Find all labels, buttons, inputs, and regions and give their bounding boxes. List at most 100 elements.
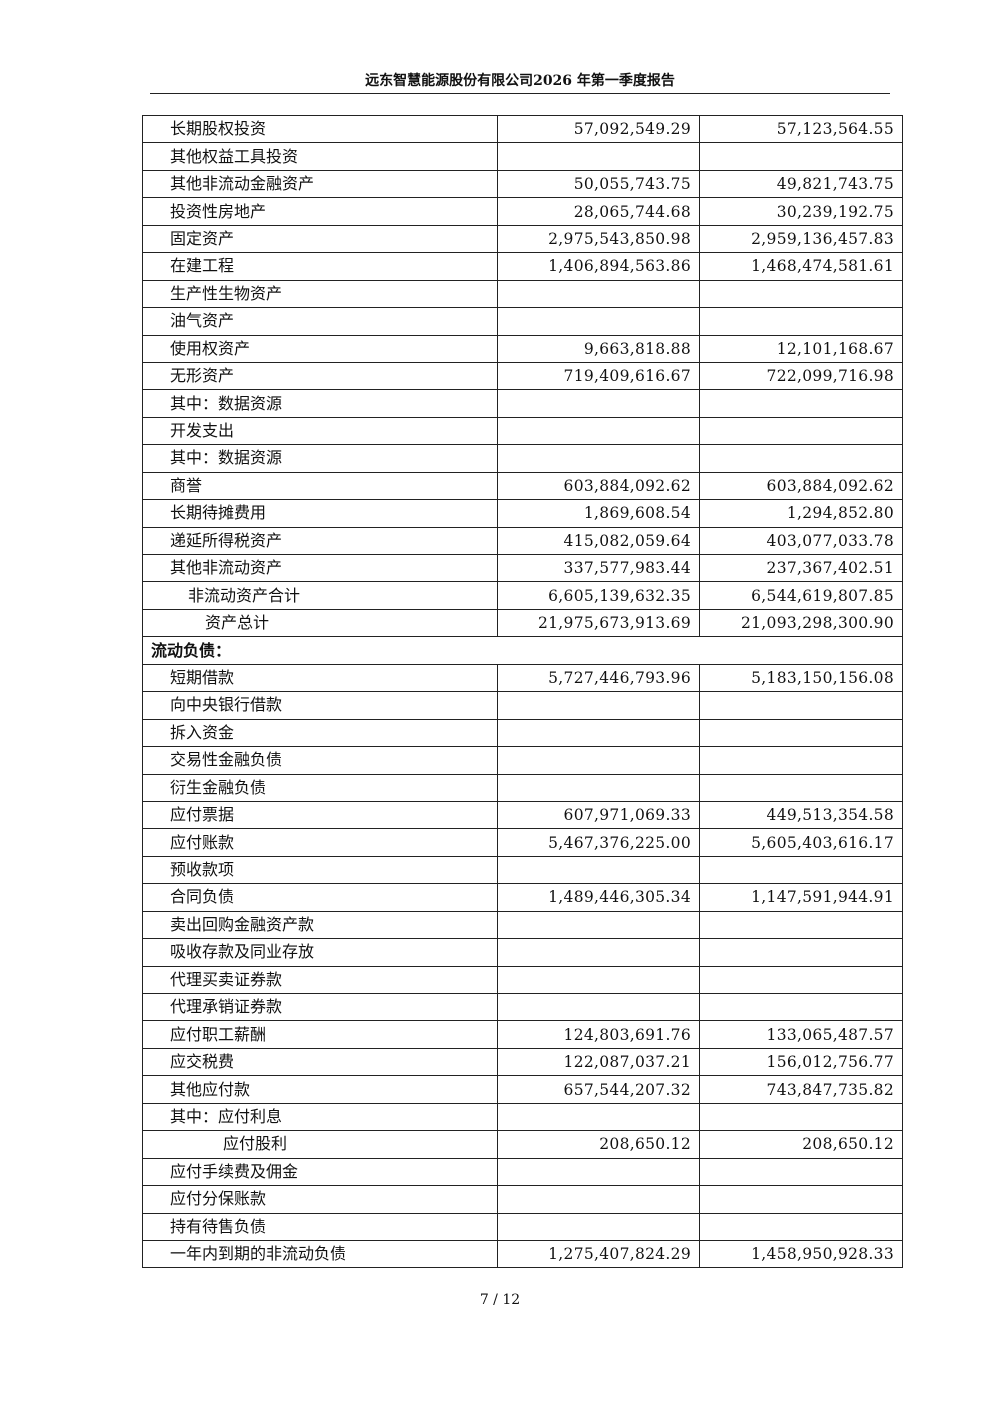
row-label: 代理承销证券款	[142, 992, 498, 1022]
table-row: 长期待摊费用 1,869,608.54 1,294,852.80	[142, 499, 903, 528]
page-header-title: 远东智慧能源股份有限公司2026 年第一季度报告	[365, 73, 675, 89]
current-period-value: 1,869,608.54	[497, 499, 700, 528]
header-divider	[150, 93, 890, 94]
table-row: 投资性房地产 28,065,744.68 30,239,192.75	[142, 197, 903, 226]
current-period-value	[497, 416, 700, 446]
row-label: 开发支出	[142, 416, 498, 446]
table-row: 一年内到期的非流动负债 1,275,407,824.29 1,458,950,928…	[142, 1239, 903, 1269]
current-period-value: 57,092,549.29	[497, 114, 700, 144]
section-label: 流动负债：	[142, 636, 903, 665]
prior-period-value	[699, 1102, 903, 1132]
table-row: 油气资产	[142, 307, 903, 336]
prior-period-value: 1,468,474,581.61	[699, 252, 903, 281]
table-row: 向中央银行借款	[142, 691, 903, 720]
table-row: 其他权益工具投资	[142, 142, 903, 171]
row-label: 使用权资产	[142, 334, 498, 363]
table-row: 拆入资金	[142, 718, 903, 748]
prior-period-value: 5,605,403,616.17	[699, 828, 903, 857]
current-period-value	[497, 1185, 700, 1214]
row-label: 长期股权投资	[142, 114, 498, 144]
table-row: 应付股利 208,650.12 208,650.12	[142, 1130, 903, 1159]
prior-period-value: 449,513,354.58	[699, 800, 903, 830]
table-row: 交易性金融负债	[142, 746, 903, 775]
current-period-value: 9,663,818.88	[497, 334, 700, 363]
current-period-value	[497, 910, 700, 940]
row-label: 代理买卖证券款	[142, 965, 498, 995]
table-row: 其他非流动资产 337,577,983.44 237,367,402.51	[142, 553, 903, 583]
current-period-value: 1,275,407,824.29	[497, 1239, 700, 1269]
row-label: 短期借款	[142, 663, 498, 693]
current-period-value	[497, 1102, 700, 1132]
current-period-value: 5,467,376,225.00	[497, 828, 700, 857]
current-period-value	[497, 444, 700, 473]
table-row: 合同负债 1,489,446,305.34 1,147,591,944.91	[142, 883, 903, 912]
row-label: 应交税费	[142, 1047, 498, 1077]
table-row: 生产性生物资产	[142, 279, 903, 309]
table-row: 开发支出	[142, 416, 903, 446]
balance-sheet-table: 长期股权投资 57,092,549.29 57,123,564.55 其他权益工具投资…	[142, 114, 903, 1269]
current-period-value: 208,650.12	[497, 1130, 700, 1159]
prior-period-value	[699, 389, 903, 418]
current-period-value	[497, 1157, 700, 1187]
row-label: 其中：数据资源	[142, 389, 498, 418]
current-period-value	[497, 691, 700, 720]
current-period-value	[497, 938, 700, 967]
current-period-value	[497, 389, 700, 418]
prior-period-value	[699, 691, 903, 720]
prior-period-value	[699, 746, 903, 775]
prior-period-value	[699, 307, 903, 336]
row-label: 其他应付款	[142, 1075, 498, 1104]
row-label: 应付手续费及佣金	[142, 1157, 498, 1187]
current-period-value	[497, 1212, 700, 1241]
row-label: 预收款项	[142, 855, 498, 885]
row-label: 应付票据	[142, 800, 498, 830]
row-label: 无形资产	[142, 361, 498, 391]
row-label: 非流动资产合计	[142, 581, 498, 610]
table-row: 其中：应付利息	[142, 1102, 903, 1132]
row-label: 交易性金融负债	[142, 746, 498, 775]
prior-period-value: 5,183,150,156.08	[699, 663, 903, 693]
prior-period-value	[699, 1157, 903, 1187]
current-period-value: 122,087,037.21	[497, 1047, 700, 1077]
prior-period-value: 403,077,033.78	[699, 526, 903, 556]
table-row: 无形资产 719,409,616.67 722,099,716.98	[142, 361, 903, 391]
current-period-value: 2,975,543,850.98	[497, 224, 700, 254]
table-row: 使用权资产 9,663,818.88 12,101,168.67	[142, 334, 903, 363]
table-row: 短期借款 5,727,446,793.96 5,183,150,156.08	[142, 663, 903, 693]
prior-period-value: 208,650.12	[699, 1130, 903, 1159]
row-label: 商誉	[142, 471, 498, 501]
current-period-value	[497, 773, 700, 802]
current-period-value: 28,065,744.68	[497, 197, 700, 226]
prior-period-value	[699, 938, 903, 967]
table-row: 应付手续费及佣金	[142, 1157, 903, 1187]
prior-period-value	[699, 444, 903, 473]
current-period-value: 657,544,207.32	[497, 1075, 700, 1104]
row-label: 一年内到期的非流动负债	[142, 1239, 498, 1269]
current-period-value: 50,055,743.75	[497, 169, 700, 199]
prior-period-value	[699, 279, 903, 309]
row-label: 拆入资金	[142, 718, 498, 748]
prior-period-value	[699, 1185, 903, 1214]
current-period-value: 603,884,092.62	[497, 471, 700, 501]
table-row: 应付职工薪酬 124,803,691.76 133,065,487.57	[142, 1020, 903, 1049]
table-row: 衍生金融负债	[142, 773, 903, 802]
prior-period-value: 30,239,192.75	[699, 197, 903, 226]
prior-period-value: 237,367,402.51	[699, 553, 903, 583]
table-row: 代理买卖证券款	[142, 965, 903, 995]
current-period-value: 6,605,139,632.35	[497, 581, 700, 610]
row-label: 其他权益工具投资	[142, 142, 498, 171]
current-period-value	[497, 992, 700, 1022]
table-row: 应付账款 5,467,376,225.00 5,605,403,616.17	[142, 828, 903, 857]
prior-period-value: 21,093,298,300.90	[699, 608, 903, 638]
prior-period-value: 1,458,950,928.33	[699, 1239, 903, 1269]
row-label: 投资性房地产	[142, 197, 498, 226]
current-period-value	[497, 965, 700, 995]
current-period-value: 1,489,446,305.34	[497, 883, 700, 912]
row-label: 应付分保账款	[142, 1185, 498, 1214]
table-row: 代理承销证券款	[142, 992, 903, 1022]
row-label: 其中：应付利息	[142, 1102, 498, 1132]
row-label: 固定资产	[142, 224, 498, 254]
prior-period-value	[699, 1212, 903, 1241]
prior-period-value	[699, 718, 903, 748]
prior-period-value	[699, 773, 903, 802]
